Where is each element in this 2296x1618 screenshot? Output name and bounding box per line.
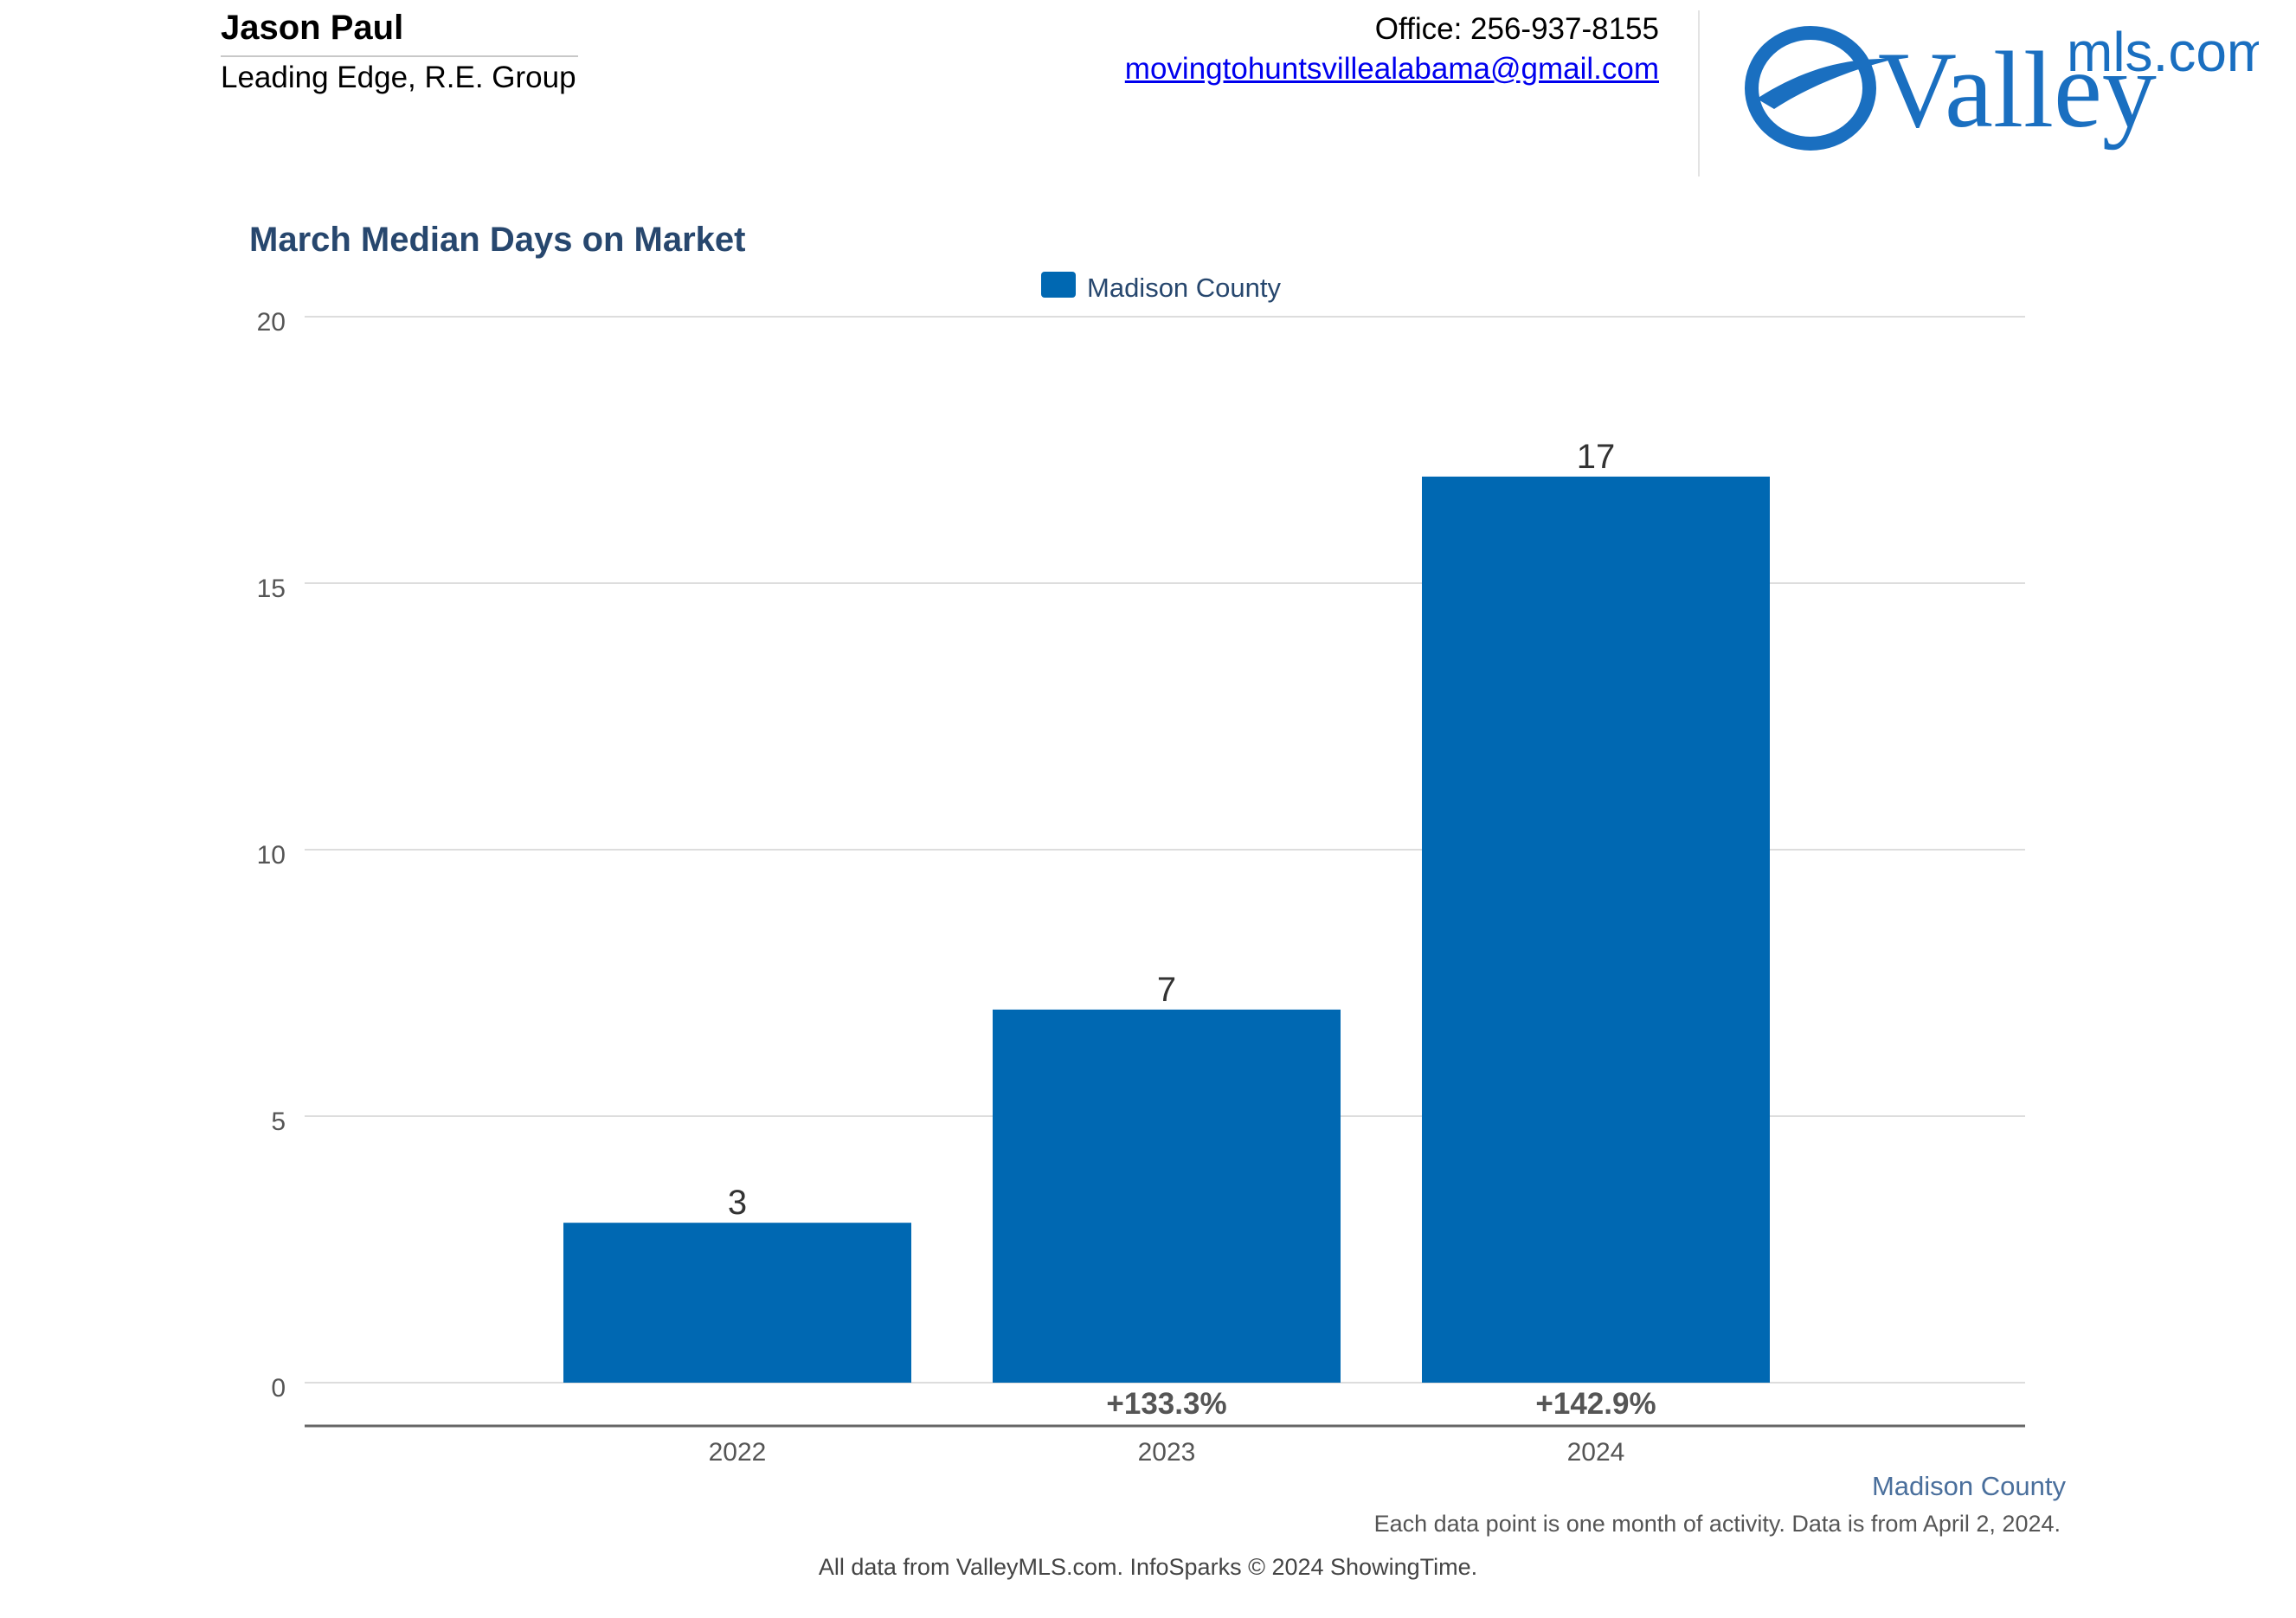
agent-office: Leading Edge, R.E. Group (221, 61, 576, 94)
legend: Madison County (1041, 272, 1282, 303)
bars (563, 476, 1770, 1383)
legend-label: Madison County (1087, 273, 1282, 303)
email-link[interactable]: movingtohuntsvillealabama@gmail.com (1124, 52, 1659, 86)
footer-series-name: Madison County (1871, 1471, 2066, 1501)
footer-note: Each data point is one month of activity… (1373, 1511, 2061, 1537)
footer-credit: All data from ValleyMLS.com. InfoSparks … (818, 1554, 1478, 1580)
valleymls-logo: Valley mls.com (1745, 21, 2259, 151)
logo-swoosh-icon (1757, 58, 1895, 109)
chart-title: March Median Days on Market (249, 221, 746, 259)
logo-word: Valley (1878, 30, 2157, 151)
header-divider (1698, 10, 1700, 177)
data-label: 7 (1157, 971, 1176, 1009)
x-tick-label: 2022 (709, 1438, 767, 1467)
logo-suffix: mls.com (2067, 21, 2259, 83)
change-label: +142.9% (1535, 1387, 1656, 1421)
bar (1422, 476, 1770, 1383)
y-tick-label: 0 (271, 1374, 286, 1403)
office-phone: Office: 256-937-8155 (1374, 12, 1659, 46)
legend-swatch (1041, 272, 1076, 298)
chart-labels: 0 5 10 15 20 3 2022 7 +133.3% 2023 17 +142.9% 2024 (257, 308, 1656, 1467)
bar (993, 1009, 1341, 1383)
bar (563, 1223, 911, 1383)
y-tick-label: 10 (257, 841, 286, 870)
logo-ring-icon (1745, 26, 1876, 151)
agent-name: Jason Paul (221, 9, 404, 47)
y-tick-label: 15 (257, 575, 286, 603)
y-tick-label: 5 (271, 1108, 286, 1136)
data-label: 3 (728, 1184, 747, 1222)
x-tick-label: 2024 (1567, 1438, 1625, 1467)
x-tick-label: 2023 (1138, 1438, 1196, 1467)
change-label: +133.3% (1106, 1387, 1226, 1421)
data-label: 17 (1577, 438, 1616, 476)
y-tick-label: 20 (257, 308, 286, 337)
agent-divider (221, 55, 578, 57)
